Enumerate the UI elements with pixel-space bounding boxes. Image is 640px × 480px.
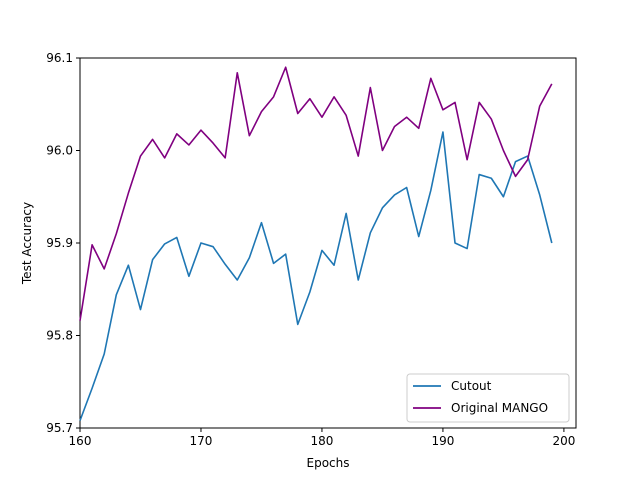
y-axis-ticks: 95.7 95.8 95.9 96.0 96.1	[46, 51, 80, 435]
x-axis-ticks: 160 170 180 190 200	[69, 428, 575, 448]
y-tick-label: 96.0	[46, 144, 73, 158]
x-tick-label: 180	[310, 434, 333, 448]
x-tick-label: 190	[431, 434, 454, 448]
y-axis-label: Test Accuracy	[20, 202, 34, 285]
y-tick-label: 95.8	[46, 329, 73, 343]
legend-label-original-mango: Original MANGO	[451, 401, 548, 415]
plot-area	[79, 57, 577, 429]
series-line-original-mango	[79, 66, 553, 321]
y-tick-label: 96.1	[46, 51, 73, 65]
plot-frame	[79, 57, 577, 429]
series-line-cutout	[79, 131, 553, 421]
x-tick-label: 160	[69, 434, 92, 448]
legend-box	[406, 373, 570, 423]
y-tick-label: 95.7	[46, 421, 73, 435]
x-tick-label: 200	[552, 434, 575, 448]
legend-label-cutout: Cutout	[451, 379, 492, 393]
x-axis-label: Epochs	[307, 456, 350, 470]
x-tick-label: 170	[190, 434, 213, 448]
y-tick-label: 95.9	[46, 236, 73, 250]
legend: Cutout Original MANGO	[406, 373, 570, 423]
series-lines	[79, 66, 553, 421]
